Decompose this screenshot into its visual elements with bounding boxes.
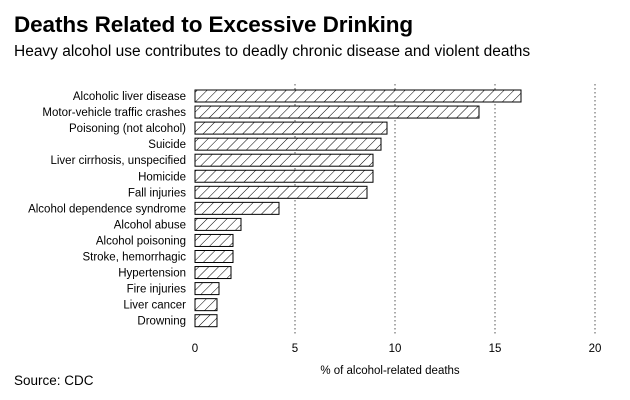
category-label-12: Hypertension: [118, 268, 186, 280]
category-label-13: Fire injuries: [127, 284, 187, 296]
x-tick-label-5: 5: [292, 343, 298, 355]
x-axis-label: % of alcohol-related deaths: [320, 365, 460, 377]
bar-11: [194, 250, 234, 263]
category-label-14: Liver cancer: [123, 300, 186, 312]
bar-1: [194, 89, 522, 103]
category-label-7: Fall injuries: [128, 187, 186, 199]
category-label-9: Alcohol abuse: [114, 219, 186, 231]
chart-subtitle: Heavy alcohol use contributes to deadly …: [14, 43, 531, 60]
category-label-10: Alcohol poisoning: [96, 235, 186, 247]
category-label-2: Motor-vehicle traffic crashes: [42, 107, 186, 119]
x-tick-label-0: 0: [192, 343, 198, 355]
category-label-8: Alcohol dependence syndrome: [28, 203, 186, 215]
category-label-1: Alcoholic liver disease: [73, 91, 186, 103]
chart-title: Deaths Related to Excessive Drinking: [14, 12, 414, 37]
category-label-15: Drowning: [137, 316, 186, 328]
bar-12: [194, 266, 232, 280]
x-tick-label-15: 15: [489, 343, 502, 355]
bar-3: [194, 121, 388, 135]
bar-4: [194, 137, 382, 151]
x-tick-label-10: 10: [389, 343, 402, 355]
bar-13: [194, 282, 220, 296]
bar-10: [194, 233, 234, 247]
category-label-6: Homicide: [138, 171, 186, 183]
category-label-5: Liver cirrhosis, unspecified: [50, 155, 186, 167]
category-label-3: Poisoning (not alcohol): [69, 123, 186, 135]
category-label-11: Stroke, hemorrhagic: [82, 252, 186, 264]
bar-2: [194, 105, 480, 119]
bar-7: [194, 185, 368, 199]
bar-14: [194, 298, 218, 312]
x-tick-label-20: 20: [589, 343, 602, 355]
bar-6: [194, 169, 374, 183]
source-note: Source: CDC: [14, 373, 94, 388]
category-label-4: Suicide: [148, 139, 186, 151]
bar-5: [194, 153, 374, 167]
bar-15: [194, 314, 218, 328]
bar-8: [194, 201, 280, 215]
bar-9: [194, 217, 242, 231]
